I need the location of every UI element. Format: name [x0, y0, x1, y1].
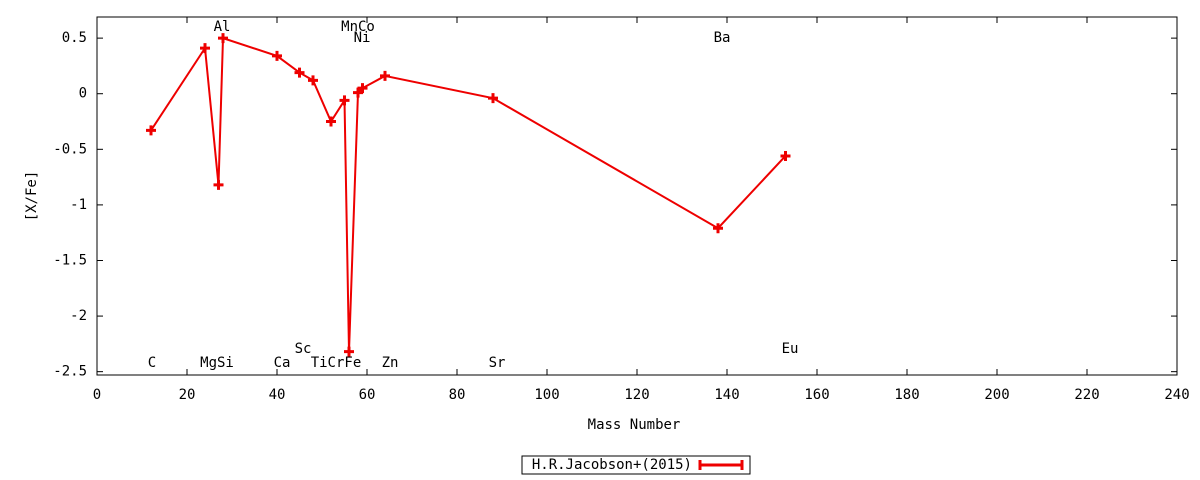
marker — [308, 75, 318, 86]
x-tick-label: 180 — [894, 387, 919, 403]
x-tick-label: 60 — [359, 387, 376, 403]
element-label: C — [148, 355, 156, 371]
marker — [200, 43, 210, 54]
marker — [713, 223, 723, 234]
line — [150, 36, 787, 352]
y-axis-label: [X/Fe] — [24, 171, 40, 222]
element-label: Sc — [295, 341, 312, 357]
x-tick-label: 140 — [714, 387, 739, 403]
element-label: Ni — [354, 30, 371, 46]
x-tick-label: 120 — [624, 387, 649, 403]
marker — [294, 67, 305, 78]
marker — [380, 70, 390, 81]
element-label: TiCrFe — [311, 355, 362, 371]
element-label: MgSi — [200, 355, 234, 371]
legend-box — [521, 455, 751, 475]
legend-marker — [698, 460, 744, 470]
x-tick-label: 220 — [1074, 387, 1099, 403]
y-tick-label: 0.5 — [62, 30, 87, 46]
y-tick-label: -2.5 — [53, 364, 87, 380]
element-label: Sr — [489, 355, 506, 371]
y-tick-label: -1 — [70, 197, 87, 213]
y-tick-label: -0.5 — [53, 141, 87, 157]
marker — [213, 179, 224, 190]
element-label: Eu — [782, 341, 799, 357]
x-tick-label: 160 — [804, 387, 829, 403]
marker — [488, 93, 498, 104]
element-label: Al — [214, 19, 231, 35]
marker — [326, 116, 336, 127]
element-label: Ba — [714, 30, 731, 46]
marker — [272, 50, 282, 61]
marker — [146, 125, 156, 136]
x-tick-label: 240 — [1164, 387, 1189, 403]
element-label: Zn — [382, 355, 399, 371]
y-tick-label: -1.5 — [53, 252, 87, 268]
x-tick-label: 200 — [984, 387, 1009, 403]
marker — [357, 83, 368, 94]
element-label: Ca — [274, 355, 291, 371]
x-tick-label: 0 — [93, 387, 101, 403]
marker — [218, 33, 228, 44]
x-tick-label: 20 — [179, 387, 196, 403]
x-tick-label: 40 — [269, 387, 286, 403]
element-label: MnCo — [341, 19, 375, 35]
y-tick-label: -2 — [70, 308, 87, 324]
y-tick-label: 0 — [79, 86, 87, 102]
x-tick-label: 80 — [449, 387, 466, 403]
marker — [339, 95, 350, 106]
marker — [780, 150, 791, 161]
plot-frame — [96, 16, 1178, 376]
x-axis-label: Mass Number — [588, 417, 681, 433]
x-tick-label: 100 — [534, 387, 559, 403]
legend-label: H.R.Jacobson+(2015) — [532, 457, 692, 473]
marker — [344, 346, 354, 357]
